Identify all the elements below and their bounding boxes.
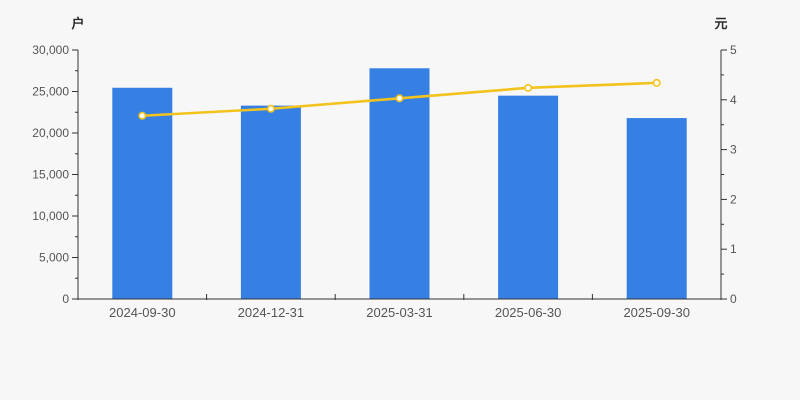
x-axis-category-label: 2024-09-30 [109, 305, 176, 320]
bar-2025-03-31[interactable] [369, 68, 430, 299]
left-axis-unit-label: 户 [71, 16, 84, 31]
right-axis-tick-label: 2 [730, 192, 737, 206]
left-axis-tick-label: 5,000 [39, 251, 69, 265]
right-axis-unit-label: 元 [714, 16, 727, 31]
right-axis-tick-label: 0 [730, 292, 737, 306]
bar-2025-09-30[interactable] [626, 118, 687, 299]
left-axis-tick-label: 20,000 [32, 126, 69, 140]
left-axis-tick-label: 10,000 [32, 209, 69, 223]
left-axis-tick-label: 15,000 [32, 168, 69, 182]
right-axis-tick-label: 3 [730, 143, 737, 157]
bar-2025-06-30[interactable] [498, 95, 559, 300]
left-axis-tick-label: 25,000 [32, 85, 69, 99]
left-axis-tick-label: 30,000 [32, 43, 69, 57]
x-axis-category-label: 2025-09-30 [623, 305, 690, 320]
right-axis-tick-label: 1 [730, 242, 737, 256]
line-point-2025-06-30[interactable] [524, 83, 533, 92]
line-point-2024-09-30[interactable] [138, 111, 147, 120]
right-axis-tick-label: 4 [730, 93, 737, 107]
right-axis-tick-label: 5 [730, 43, 737, 57]
x-axis-category-label: 2024-12-31 [238, 305, 305, 320]
x-axis-category-label: 2025-06-30 [495, 305, 562, 320]
line-point-2024-12-31[interactable] [266, 104, 275, 113]
line-point-2025-03-31[interactable] [395, 94, 404, 103]
bar-2024-09-30[interactable] [112, 87, 173, 299]
line-point-2025-09-30[interactable] [652, 78, 661, 87]
x-axis-category-label: 2025-03-31 [366, 305, 433, 320]
bar-2024-12-31[interactable] [240, 105, 301, 299]
left-axis-tick-label: 0 [62, 292, 69, 306]
